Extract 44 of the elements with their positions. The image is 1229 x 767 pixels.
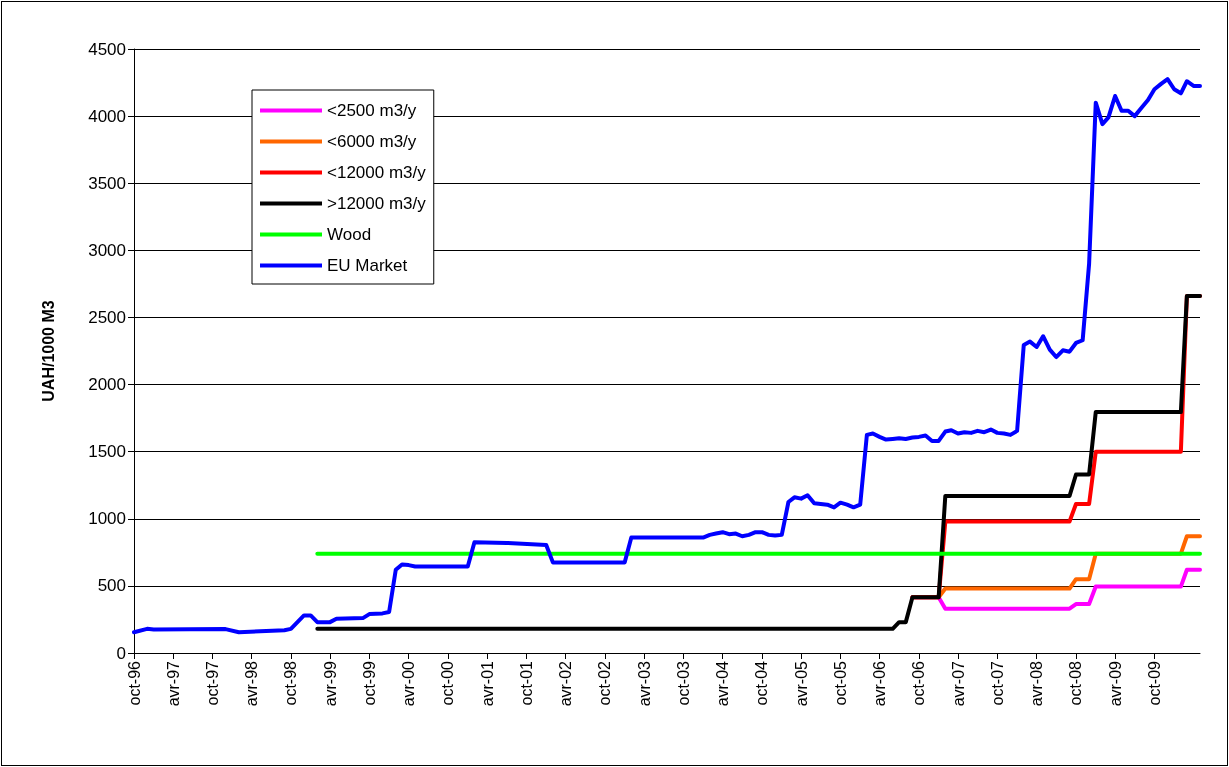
x-tick-label: oct-02	[596, 660, 614, 706]
x-tick-label: oct-99	[360, 660, 378, 706]
x-tick-label: avr-98	[243, 660, 261, 707]
x-tick-label: oct-97	[203, 660, 221, 706]
x-tick-label: avr-06	[871, 660, 889, 707]
y-tick-label: 3500	[88, 173, 126, 193]
x-tick-label: oct-96	[125, 660, 143, 706]
x-tick-label: avr-99	[321, 660, 339, 707]
x-tick-label: oct-00	[439, 660, 457, 706]
x-tick-label: oct-07	[988, 660, 1006, 706]
y-tick-label: 1500	[88, 442, 126, 462]
legend-label: <6000 m3/y	[327, 132, 417, 151]
y-tick-label: 4500	[88, 39, 126, 59]
legend-label: <2500 m3/y	[327, 101, 417, 120]
y-tick-label: 4000	[88, 106, 126, 126]
y-tick-label: 2000	[88, 375, 126, 395]
x-tick-label: oct-03	[674, 660, 692, 706]
y-tick-label: 1000	[88, 509, 126, 529]
y-axis-title: UAH/1000 M3	[39, 300, 57, 402]
y-tick-label: 3000	[88, 240, 126, 260]
x-tick-label: avr-03	[635, 660, 653, 707]
x-tick-label: avr-05	[792, 660, 810, 707]
x-tick-label: oct-98	[282, 660, 300, 706]
x-tick-label: avr-02	[557, 660, 575, 707]
x-tick-label: avr-04	[714, 660, 732, 707]
x-tick-label: avr-07	[949, 660, 967, 707]
x-tick-label: oct-04	[753, 660, 771, 706]
x-tick-label: avr-09	[1106, 660, 1124, 707]
x-tick-label: oct-08	[1067, 660, 1085, 706]
x-tick-label: avr-01	[478, 660, 496, 707]
y-tick-label: 0	[116, 643, 126, 663]
x-tick-label: avr-08	[1028, 660, 1046, 707]
y-tick-label: 500	[97, 576, 126, 596]
x-tick-label: oct-05	[831, 660, 849, 706]
x-tick-label: oct-01	[517, 660, 535, 706]
legend-label: Wood	[327, 225, 372, 244]
legend-label: <12000 m3/y	[327, 163, 427, 182]
legend-label: >12000 m3/y	[327, 194, 427, 213]
x-tick-label: avr-00	[400, 660, 418, 707]
y-tick-label: 2500	[88, 307, 126, 327]
x-tick-label: oct-09	[1145, 660, 1163, 706]
x-tick-label: oct-06	[910, 660, 928, 706]
legend-label: EU Market	[327, 256, 408, 275]
x-tick-label: avr-97	[164, 660, 182, 707]
